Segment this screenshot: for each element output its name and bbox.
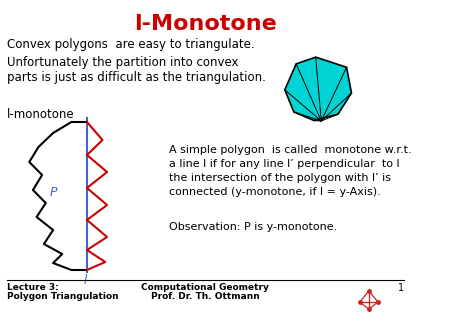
Text: Lecture 3:: Lecture 3: (7, 283, 59, 292)
Text: Computational Geometry: Computational Geometry (141, 283, 269, 292)
Text: P: P (49, 185, 57, 198)
Polygon shape (285, 57, 352, 120)
Text: Convex polygons  are easy to triangulate.: Convex polygons are easy to triangulate. (7, 38, 255, 51)
Text: l: l (84, 274, 87, 287)
Text: Observation: P is y-monotone.: Observation: P is y-monotone. (169, 222, 338, 232)
Text: l-Monotone: l-Monotone (134, 14, 277, 34)
Text: A simple polygon  is called  monotone w.r.t.
a line l if for any line l’ perpend: A simple polygon is called monotone w.r.… (169, 145, 412, 197)
Text: l-monotone: l-monotone (7, 108, 75, 121)
Text: Polygon Triangulation: Polygon Triangulation (7, 292, 119, 301)
Text: Unfortunately the partition into convex
parts is just as difficult as the triang: Unfortunately the partition into convex … (7, 56, 266, 84)
Text: 1: 1 (397, 283, 404, 293)
Text: Prof. Dr. Th. Ottmann: Prof. Dr. Th. Ottmann (151, 292, 260, 301)
